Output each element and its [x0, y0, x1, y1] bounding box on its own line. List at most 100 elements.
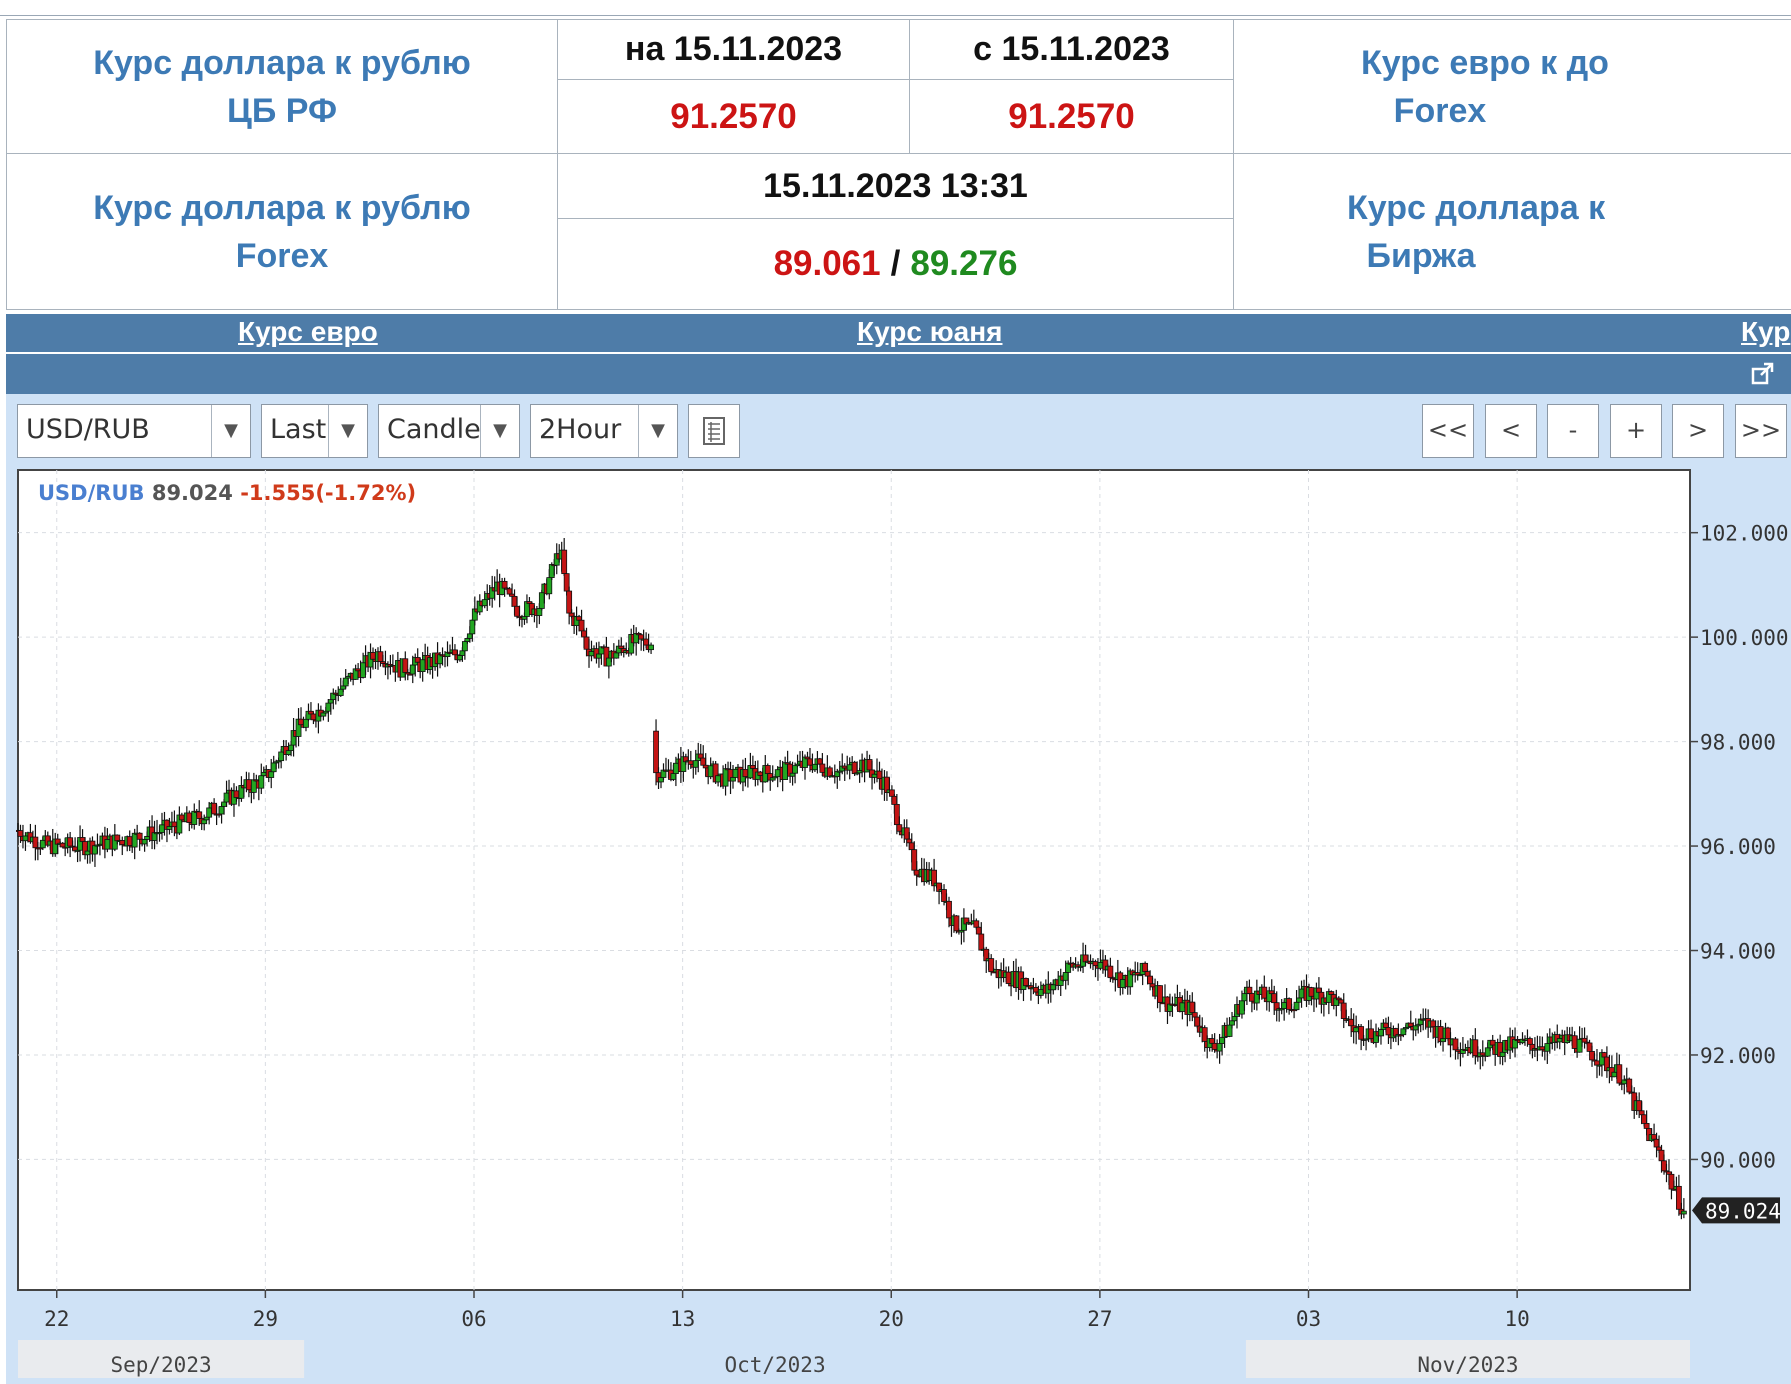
candle-down — [988, 958, 995, 973]
zoom-out-button[interactable]: - — [1547, 404, 1599, 458]
candle-up — [131, 832, 138, 848]
candle-up — [141, 839, 148, 845]
candle-down — [67, 837, 74, 847]
candle-up — [419, 659, 426, 673]
scroll-right-button[interactable]: > — [1672, 404, 1724, 458]
candle-down — [1246, 986, 1253, 994]
candle-up — [409, 664, 416, 675]
candle-up — [1576, 1038, 1583, 1053]
candle-up — [588, 651, 595, 657]
candle-up — [22, 835, 29, 842]
candle-up — [846, 764, 853, 771]
candle-up — [1062, 972, 1069, 981]
candle-down — [114, 834, 121, 842]
candle-up — [1484, 1047, 1491, 1057]
scroll-left-button[interactable]: < — [1485, 404, 1537, 458]
candle-up — [1353, 1027, 1360, 1033]
candle-down — [1616, 1064, 1623, 1084]
x-tick-label: 10 — [1504, 1307, 1529, 1331]
scroll-start-button[interactable]: << — [1422, 404, 1474, 458]
candle-up — [1216, 1043, 1223, 1052]
x-tick-label: 03 — [1296, 1307, 1321, 1331]
candle-up — [1219, 1037, 1225, 1044]
link-yuan-rate[interactable]: Курс юаня — [857, 316, 1003, 347]
eur-forex-label-line2[interactable]: Forex — [1393, 91, 1487, 130]
candle-up — [673, 762, 679, 775]
symbol-select[interactable]: USD/RUB ▼ — [17, 404, 251, 458]
usd-cbr-label-line2[interactable]: ЦБ РФ — [227, 91, 337, 130]
usd-exchange-label-line1[interactable]: Курс доллара к — [1347, 188, 1606, 227]
expand-icon[interactable] — [1750, 360, 1776, 386]
chevron-down-icon[interactable]: ▼ — [211, 405, 250, 457]
candle-up — [327, 699, 334, 704]
candle-down — [749, 764, 756, 769]
current-price-label: 89.024 — [1705, 1199, 1781, 1223]
eur-forex-label-line1[interactable]: Курс евро к до — [1361, 43, 1609, 82]
usd-forex-label-line2[interactable]: Forex — [235, 236, 329, 275]
candle-up — [206, 807, 213, 818]
chart-header-bar — [6, 354, 1791, 394]
zoom-in-button[interactable]: + — [1610, 404, 1662, 458]
candle-down — [1658, 1149, 1665, 1162]
candle-up — [1229, 1020, 1235, 1026]
candle-down — [514, 605, 520, 617]
y-tick-label: 90.000 — [1700, 1148, 1776, 1172]
usd-forex-label-line1[interactable]: Курс доллара к рублю — [93, 188, 471, 227]
price-chart[interactable]: 90.00092.00094.00096.00098.000100.000102… — [16, 468, 1791, 1378]
candle-down — [1191, 1012, 1198, 1018]
candle-up — [191, 810, 198, 825]
candle-up — [270, 762, 277, 773]
candle-down — [1383, 1022, 1389, 1028]
candle-up — [730, 777, 736, 782]
candle-up — [320, 712, 327, 717]
chevron-down-icon[interactable]: ▼ — [638, 405, 677, 457]
chevron-down-icon[interactable]: ▼ — [480, 405, 519, 457]
list-icon[interactable] — [688, 404, 740, 458]
candle-down — [32, 836, 39, 849]
candle-down — [1308, 987, 1315, 997]
chevron-down-icon[interactable]: ▼ — [328, 405, 367, 457]
candle-up — [521, 616, 528, 620]
candle-down — [700, 757, 707, 766]
candle-down — [79, 837, 86, 842]
candle-up — [789, 772, 796, 777]
candle-up — [732, 768, 739, 778]
price-field-value: Last — [270, 414, 327, 445]
link-more-rate[interactable]: Кур — [1741, 316, 1791, 347]
candle-down — [807, 758, 813, 766]
candle-up — [1680, 1210, 1687, 1215]
link-euro-rate[interactable]: Курс евро — [238, 316, 378, 347]
scroll-end-button[interactable]: >> — [1735, 404, 1787, 458]
candle-up — [325, 702, 332, 712]
chart-style-select[interactable]: Candle ▼ — [378, 404, 520, 458]
candle-down — [1489, 1039, 1496, 1046]
candle-up — [871, 773, 878, 778]
candle-up — [466, 633, 473, 639]
candle-up — [692, 760, 699, 768]
price-field-select[interactable]: Last ▼ — [261, 404, 368, 458]
interval-select[interactable]: 2Hour ▼ — [530, 404, 678, 458]
candle-up — [1378, 1029, 1384, 1037]
usd-exchange-label-line2[interactable]: Биржа — [1366, 236, 1476, 275]
candle-down — [1005, 971, 1012, 984]
candle-down — [851, 761, 858, 775]
x-tick-label: 27 — [1087, 1307, 1112, 1331]
y-tick-label: 94.000 — [1700, 940, 1776, 964]
usd-cbr-label-line1[interactable]: Курс доллара к рублю — [93, 43, 471, 82]
candle-down — [941, 889, 947, 902]
candle-down — [1430, 1020, 1437, 1028]
candle-up — [774, 769, 781, 778]
candle-down — [1023, 977, 1029, 987]
candle-down — [1472, 1039, 1479, 1057]
candle-down — [742, 769, 749, 778]
x-tick-label: 29 — [253, 1307, 278, 1331]
candle-down — [310, 713, 317, 721]
candle-down — [1248, 993, 1255, 1002]
candle-down — [866, 759, 873, 771]
candle-down — [953, 915, 960, 932]
candle-up — [605, 657, 612, 667]
candle-down — [1653, 1138, 1660, 1148]
candle-up — [1097, 961, 1104, 969]
candle-up — [166, 826, 173, 830]
candle-up — [223, 792, 230, 803]
